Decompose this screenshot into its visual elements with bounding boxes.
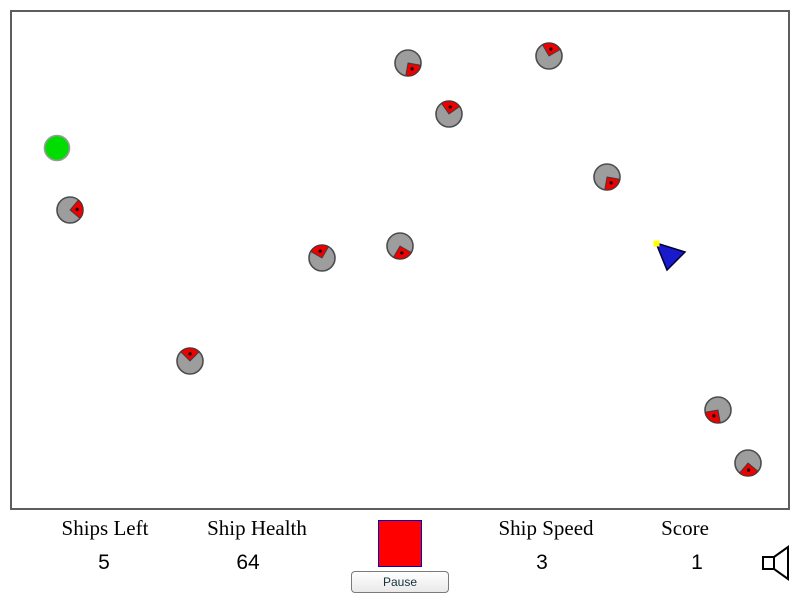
score-label: Score (661, 516, 709, 540)
ships-left-value: 5 (98, 551, 110, 574)
ship-speed-label: Ship Speed (498, 516, 594, 540)
pause-button[interactable]: Pause (351, 571, 449, 593)
score-value: 1 (691, 551, 703, 574)
ships-left-label: Ships Left (61, 516, 149, 540)
ship-health-label: Ship Health (207, 516, 307, 540)
ship-health-value: 64 (236, 551, 260, 574)
ship-health-indicator (378, 520, 422, 567)
sound-toggle-button[interactable] (756, 544, 794, 584)
game-canvas[interactable] (10, 10, 790, 510)
ship-speed-value: 3 (536, 551, 548, 574)
speaker-icon (762, 545, 789, 581)
